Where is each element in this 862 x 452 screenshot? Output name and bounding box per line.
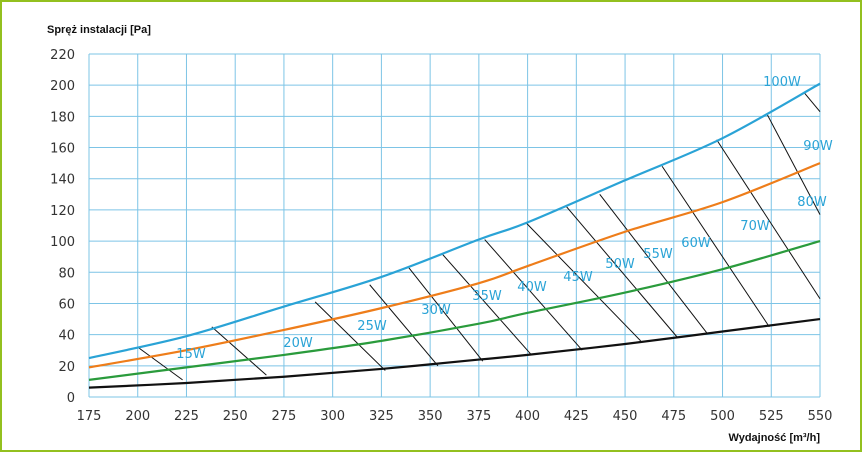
power-label-70w: 70W	[740, 219, 770, 234]
power-label-80w: 80W	[797, 195, 827, 210]
y-tick-label: 180	[50, 110, 75, 125]
x-tick-label: 350	[418, 409, 443, 424]
power-line-50w	[525, 222, 642, 342]
x-tick-label: 325	[369, 409, 394, 424]
power-label-30w: 30W	[421, 303, 451, 318]
x-tick-label: 275	[272, 409, 297, 424]
power-label-35w: 35W	[472, 289, 502, 304]
x-tick-label: 200	[125, 409, 150, 424]
power-line-15w	[137, 346, 183, 381]
power-label-60w: 60W	[681, 236, 711, 251]
power-line-90w	[766, 114, 821, 215]
y-tick-label: 200	[50, 79, 75, 94]
power-lines	[137, 92, 821, 381]
x-tick-label: 525	[759, 409, 784, 424]
x-tick-label: 500	[710, 409, 735, 424]
power-line-80w	[716, 139, 821, 300]
power-line-60w	[599, 194, 708, 334]
power-label-25w: 25W	[357, 319, 387, 334]
power-label-100w: 100W	[763, 75, 801, 90]
x-tick-label: 425	[564, 409, 589, 424]
series-line-2	[88, 240, 821, 381]
y-tick-label: 60	[58, 297, 75, 312]
power-line-45w	[484, 239, 583, 351]
power-label-15w: 15W	[176, 347, 206, 362]
power-label-55w: 55W	[643, 247, 673, 262]
x-tick-label: 375	[466, 409, 491, 424]
x-tick-label: 250	[223, 409, 248, 424]
power-label-40w: 40W	[517, 280, 547, 295]
y-tick-label: 160	[50, 142, 75, 157]
power-line-35w	[408, 267, 484, 362]
x-tick-label: 175	[77, 409, 102, 424]
power-line-40w	[441, 253, 532, 356]
power-line-30w	[369, 284, 439, 367]
x-tick-label: 400	[515, 409, 540, 424]
y-tick-label: 220	[50, 48, 75, 63]
power-label-50w: 50W	[605, 257, 635, 272]
series-lines	[88, 82, 821, 389]
power-line-55w	[566, 206, 679, 339]
y-tick-label: 100	[50, 235, 75, 250]
x-tick-label: 550	[808, 409, 833, 424]
power-line-25w	[314, 301, 386, 371]
tick-labels: 175 200 225 250 275 300 325 350 375 400 425 450 475 5…	[50, 48, 832, 424]
power-line-20w	[211, 326, 267, 376]
x-tick-label: 475	[661, 409, 686, 424]
y-tick-label: 80	[58, 266, 75, 281]
grid	[88, 53, 821, 398]
power-label-20w: 20W	[283, 336, 313, 351]
x-tick-label: 225	[174, 409, 199, 424]
y-tick-label: 40	[58, 329, 75, 344]
series-line-0	[88, 82, 821, 360]
y-tick-label: 0	[67, 391, 75, 406]
y-axis-title: Spręż instalacji [Pa]	[47, 24, 151, 36]
y-tick-label: 140	[50, 173, 75, 188]
y-tick-label: 120	[50, 204, 75, 219]
y-tick-label: 20	[58, 360, 75, 375]
series-line-1	[88, 162, 821, 369]
x-axis-title: Wydajność [m³/h]	[729, 432, 821, 444]
power-labels: 15W 20W 25W 30W 35W 40W 45W 50W 55W 60W 70W 80W 90W 1…	[176, 75, 833, 362]
x-tick-label: 300	[320, 409, 345, 424]
series-line-3	[88, 317, 821, 389]
power-label-45w: 45W	[563, 270, 593, 285]
power-label-90w: 90W	[803, 139, 833, 154]
power-line-100w	[804, 92, 821, 113]
x-tick-label: 450	[613, 409, 638, 424]
power-line-70w	[661, 165, 770, 328]
